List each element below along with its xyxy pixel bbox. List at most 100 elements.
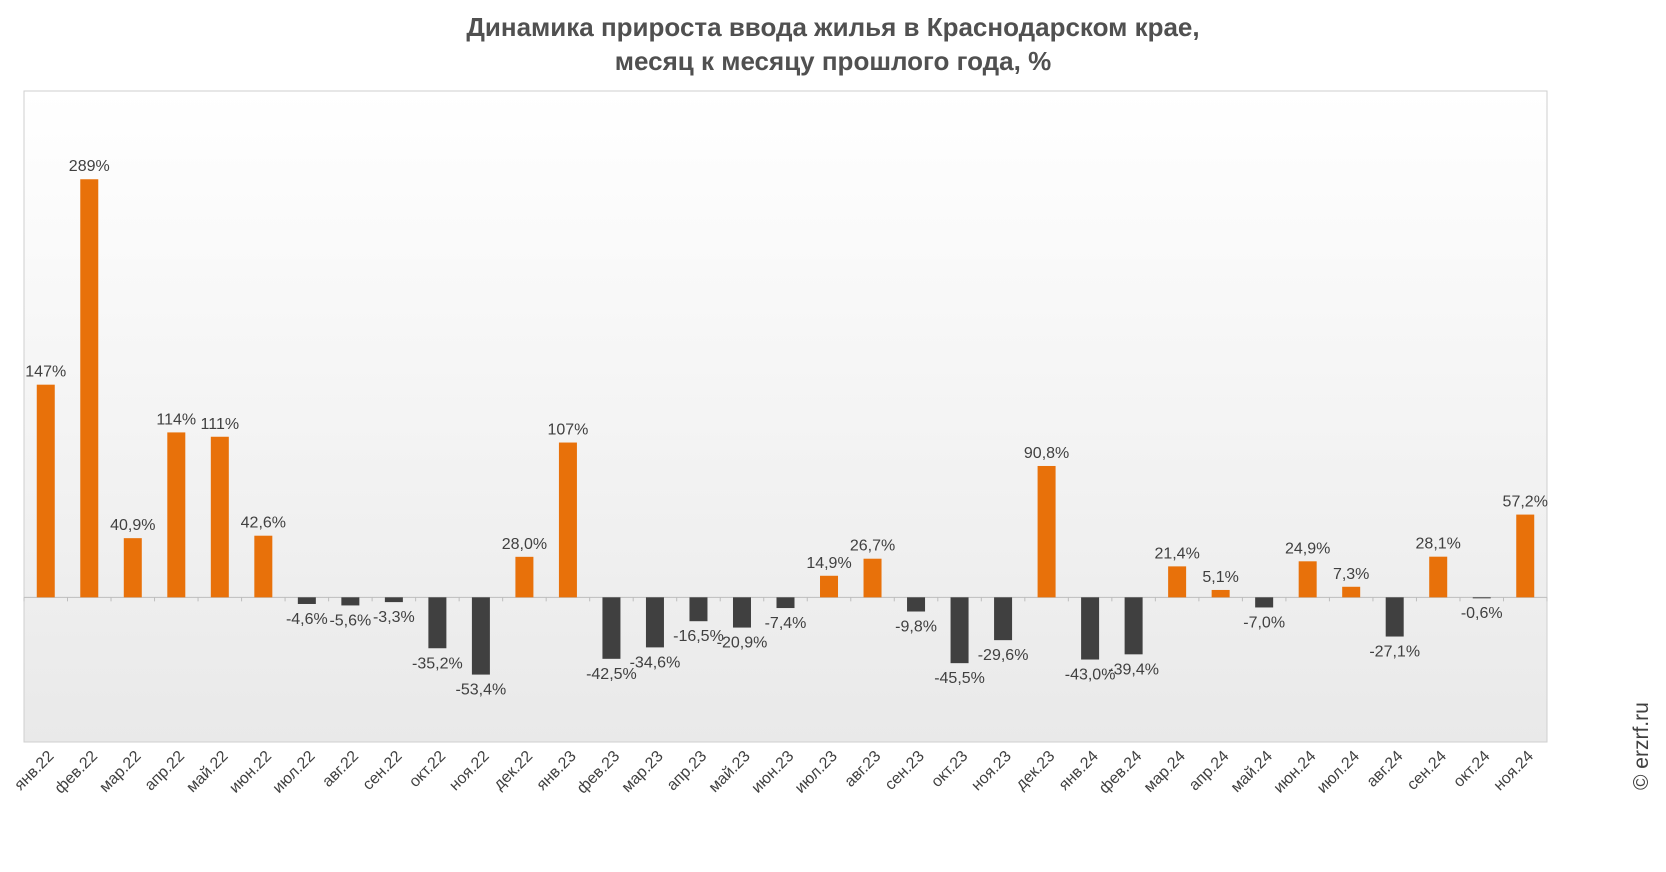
bar [123, 538, 142, 598]
bar [820, 575, 839, 598]
x-tick-label: июн.23 [749, 748, 798, 797]
data-label: 21,4% [1154, 545, 1199, 562]
data-label: -27,1% [1369, 644, 1420, 661]
data-label: 90,8% [1024, 445, 1069, 462]
data-label: -4,6% [286, 611, 328, 628]
bar [471, 597, 490, 675]
x-tick-label: июн.24 [1271, 748, 1320, 797]
x-tick-label: апр.22 [142, 748, 189, 795]
data-label: 147% [25, 364, 66, 381]
x-tick-label: июл.23 [792, 748, 841, 797]
plot-area [23, 90, 1548, 743]
bar [515, 556, 534, 598]
data-label: 26,7% [850, 538, 895, 555]
data-label: -3,3% [373, 609, 415, 626]
bar [1211, 589, 1230, 598]
bar [994, 597, 1013, 641]
x-tick-label: мар.24 [1141, 748, 1189, 796]
x-tick-label: июл.24 [1314, 748, 1363, 797]
x-tick-label: июл.22 [270, 748, 319, 797]
data-label: -45,5% [934, 670, 985, 687]
bar [384, 597, 403, 603]
x-tick-label: авг.23 [842, 748, 885, 791]
data-label: 14,9% [806, 555, 851, 572]
bar [1037, 465, 1056, 598]
data-label: -9,8% [895, 619, 937, 636]
data-label: -0,6% [1461, 605, 1503, 622]
bar [863, 558, 882, 598]
data-label: 28,1% [1416, 536, 1461, 553]
bar [210, 436, 229, 598]
x-tick-label: сен.23 [882, 748, 928, 794]
x-tick-label: окт.22 [406, 748, 449, 791]
x-tick-label: окт.23 [928, 748, 971, 791]
bar [645, 597, 664, 648]
data-label: -34,6% [630, 654, 681, 671]
bar [1298, 561, 1317, 598]
x-tick-label: ноя.24 [1491, 748, 1537, 794]
chart-title-line-2: месяц к месяцу прошлого года, % [614, 46, 1052, 76]
bar [1516, 514, 1535, 598]
bar [1124, 597, 1143, 655]
bar [1342, 586, 1361, 598]
bar [776, 597, 795, 609]
x-tick-label: фев.23 [574, 748, 623, 797]
x-tick-label: фев.24 [1096, 748, 1145, 797]
x-tick-label: фев.22 [52, 748, 101, 797]
x-tick-label: дек.23 [1013, 748, 1059, 794]
data-label: -5,6% [329, 612, 371, 629]
x-tick-label: дек.22 [491, 748, 537, 794]
data-label: 28,0% [502, 536, 547, 553]
x-tick-label: авг.22 [319, 748, 362, 791]
data-label: 40,9% [110, 517, 155, 534]
data-label: -43,0% [1065, 667, 1116, 684]
bar [428, 597, 447, 649]
data-label: -7,0% [1243, 614, 1285, 631]
data-label: 114% [156, 411, 196, 428]
x-tick-label: май.22 [183, 748, 231, 796]
bar [254, 535, 273, 598]
bar [558, 442, 577, 598]
data-label: 111% [201, 416, 240, 433]
chart-title: Динамика прироста ввода жилья в Краснода… [0, 10, 1666, 78]
data-label: -42,5% [586, 666, 637, 683]
bar [1081, 597, 1100, 660]
watermark: © erzrf.ru [1630, 702, 1653, 790]
bar [297, 597, 316, 604]
x-tick-label: май.23 [706, 748, 754, 796]
data-label: 5,1% [1202, 569, 1238, 586]
x-tick-label: май.24 [1228, 748, 1276, 796]
bar [732, 597, 751, 628]
bar [689, 597, 708, 622]
bar [950, 597, 969, 664]
data-label: 7,3% [1333, 566, 1369, 583]
x-tick-label: ноя.23 [968, 748, 1014, 794]
x-tick-label: авг.24 [1364, 748, 1407, 791]
x-tick-label: янв.22 [11, 748, 57, 794]
data-label: -7,4% [765, 615, 807, 632]
data-label: 107% [547, 422, 588, 439]
data-label: -53,4% [456, 682, 507, 699]
bar [1472, 597, 1491, 599]
bar [602, 597, 621, 659]
bar [167, 432, 186, 598]
bar [341, 597, 360, 606]
bar [36, 384, 55, 598]
bar [1255, 597, 1274, 608]
x-tick-label: мар.23 [619, 748, 667, 796]
data-label: -35,2% [412, 655, 463, 672]
x-tick-label: июн.22 [226, 748, 275, 797]
data-label: 42,6% [241, 515, 286, 532]
x-tick-label: мар.22 [96, 748, 144, 796]
x-tick-label: апр.23 [664, 748, 711, 795]
x-tick-label: янв.24 [1056, 748, 1102, 794]
data-label: 289% [69, 158, 110, 175]
x-tick-label: янв.23 [534, 748, 580, 794]
x-tick-label: апр.24 [1186, 748, 1233, 795]
bar [907, 597, 926, 612]
data-label: -16,5% [673, 628, 724, 645]
x-tick-label: ноя.22 [446, 748, 492, 794]
x-tick-label: сен.24 [1404, 748, 1450, 794]
bar [1385, 597, 1404, 637]
